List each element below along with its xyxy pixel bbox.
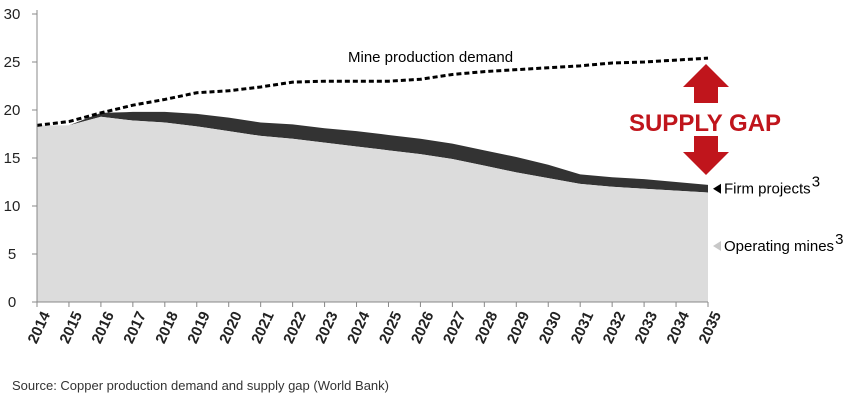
y-tick-label: 25: [4, 54, 21, 71]
firm-projects-marker: [713, 183, 721, 194]
y-tick-label: 0: [8, 294, 16, 311]
firm-projects-label: Firm projects: [724, 181, 811, 198]
x-tick-label: 2027: [440, 309, 470, 346]
x-tick-label: 2035: [696, 309, 726, 346]
demand-line-label: Mine production demand: [348, 49, 513, 66]
x-tick-label: 2029: [504, 309, 534, 346]
y-tick-label: 5: [8, 246, 16, 263]
y-tick-label: 30: [4, 6, 21, 23]
x-tick-label: 2026: [408, 309, 438, 346]
x-tick-label: 2017: [120, 309, 150, 346]
x-tick-label: 2024: [344, 308, 374, 346]
supply-gap-down-arrow: [683, 136, 729, 175]
operating-mines-marker: [713, 241, 721, 251]
x-tick-label: 2033: [632, 309, 662, 346]
x-tick-label: 2030: [536, 309, 566, 346]
line-layer: [36, 56, 709, 127]
x-tick-label: 2018: [152, 309, 182, 346]
x-tick-label: 2031: [568, 309, 598, 346]
x-tick-label: 2015: [56, 309, 86, 346]
x-tick-label: 2034: [664, 308, 694, 346]
firm-projects-superscript: 3: [812, 174, 820, 191]
operating-mines-area: [37, 116, 708, 302]
x-tick-label: 2016: [88, 309, 118, 346]
y-tick-label: 15: [4, 150, 21, 167]
x-tick-label: 2020: [216, 309, 246, 346]
source-caption: Source: Copper production demand and sup…: [12, 378, 389, 393]
operating-mines-label: Operating mines: [724, 238, 834, 255]
x-tick-label: 2023: [312, 309, 342, 346]
x-tick-label: 2021: [248, 309, 278, 346]
supply-gap-label: SUPPLY GAP: [629, 110, 781, 137]
x-tick-label: 2022: [280, 309, 310, 346]
operating-mines-superscript: 3: [835, 231, 843, 248]
y-tick-label: 20: [4, 102, 21, 119]
x-tick-label: 2028: [472, 309, 502, 346]
supply-gap-up-arrow: [683, 64, 729, 103]
firm-projects-area: [37, 111, 708, 193]
x-tick-label: 2014: [25, 308, 55, 346]
demand-dashed-line: [36, 56, 709, 127]
x-tick-label: 2025: [376, 309, 406, 346]
x-tick-label: 2019: [184, 309, 214, 346]
y-tick-label: 10: [4, 198, 21, 215]
area-layer: [37, 111, 708, 302]
x-tick-label: 2032: [600, 309, 630, 346]
